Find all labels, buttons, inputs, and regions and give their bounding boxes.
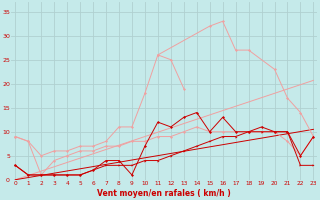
X-axis label: Vent moyen/en rafales ( km/h ): Vent moyen/en rafales ( km/h ) <box>98 189 231 198</box>
